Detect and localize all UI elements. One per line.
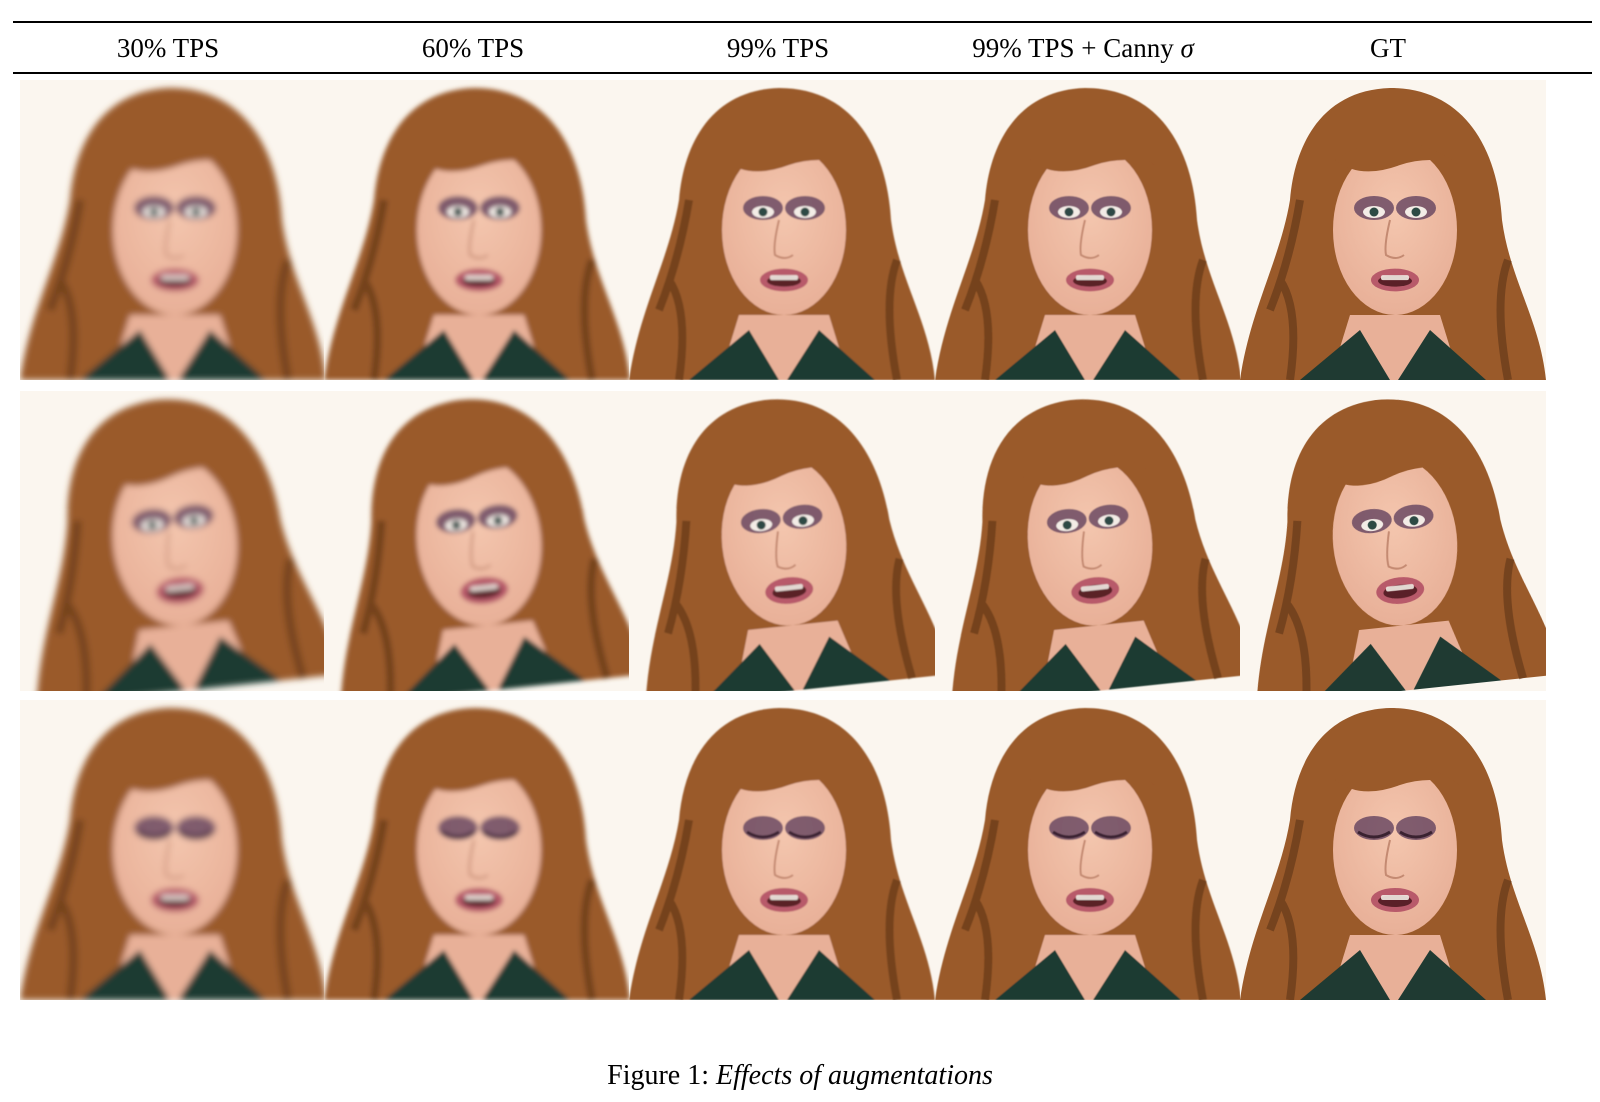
face-image-row2-col5 bbox=[1240, 391, 1546, 691]
sigma-symbol: σ bbox=[1180, 33, 1194, 63]
face-image-row3-col1 bbox=[20, 700, 326, 1000]
face-image-row2-col1 bbox=[20, 391, 326, 691]
face-image-row3-col2 bbox=[324, 700, 630, 1000]
face-image-row1-col3 bbox=[629, 80, 935, 380]
face-image-row2-col4 bbox=[935, 391, 1241, 691]
column-header-text: 99% TPS + Canny bbox=[972, 33, 1181, 63]
face-image-row2-col2 bbox=[324, 391, 630, 691]
figure-caption: Figure 1: Effects of augmentations bbox=[0, 1058, 1600, 1094]
caption-text: Effects of augmentations bbox=[716, 1060, 993, 1091]
column-header-2: 60% TPS bbox=[320, 28, 626, 68]
column-header-4: 99% TPS + Canny σ bbox=[930, 28, 1236, 68]
column-header-text: GT bbox=[1370, 33, 1406, 63]
face-image-row1-col5 bbox=[1240, 80, 1546, 380]
face-image-row2-col3 bbox=[629, 391, 935, 691]
column-header-text: 60% TPS bbox=[421, 33, 525, 63]
column-header-3: 99% TPS bbox=[625, 28, 931, 68]
face-image-row3-col4 bbox=[935, 700, 1241, 1000]
face-image-row1-col4 bbox=[935, 80, 1241, 380]
face-image-row1-col2 bbox=[324, 80, 630, 380]
column-header-text: 99% TPS bbox=[726, 33, 830, 63]
top-rule bbox=[13, 21, 1592, 23]
caption-label: Figure 1: bbox=[607, 1060, 717, 1091]
face-image-row1-col1 bbox=[20, 80, 326, 380]
face-image-row3-col3 bbox=[629, 700, 935, 1000]
column-header-5: GT bbox=[1235, 28, 1541, 68]
column-header-1: 30% TPS bbox=[15, 28, 321, 68]
column-header-text: 30% TPS bbox=[116, 33, 220, 63]
face-image-row3-col5 bbox=[1240, 700, 1546, 1000]
header-rule bbox=[13, 72, 1592, 74]
